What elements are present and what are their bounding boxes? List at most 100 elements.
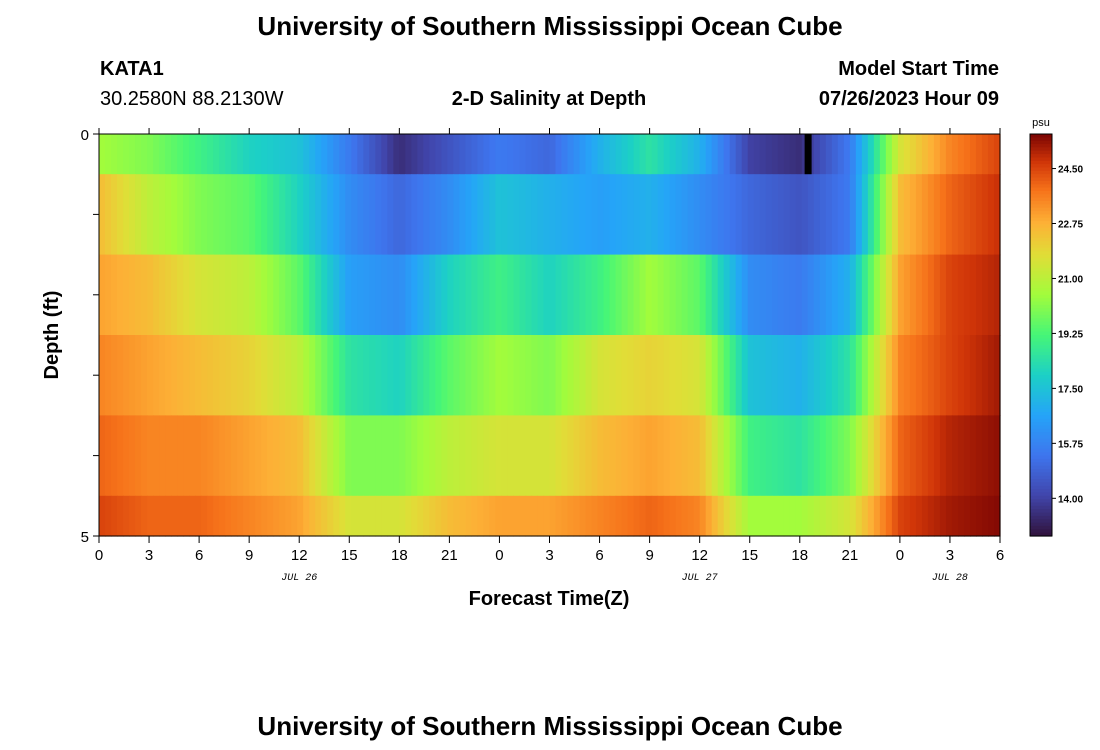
- heatmap-cell: [597, 415, 605, 497]
- heatmap-cell: [495, 415, 503, 497]
- colorbar-segment: [1030, 174, 1052, 179]
- heatmap-cell: [831, 174, 839, 256]
- x-tick-label: 6: [996, 547, 1004, 564]
- colorbar-segment: [1030, 137, 1052, 142]
- heatmap-cell: [327, 174, 334, 256]
- heatmap-cell: [705, 134, 713, 175]
- heatmap-cell: [753, 495, 761, 537]
- heatmap-cell: [309, 174, 316, 256]
- heatmap-cell: [615, 254, 623, 336]
- heatmap-cell: [843, 415, 851, 497]
- heatmap-cell: [933, 415, 941, 497]
- heatmap-cell: [297, 134, 304, 175]
- heatmap-cell: [585, 174, 593, 256]
- heatmap-cell: [315, 335, 322, 416]
- heatmap-cell: [513, 335, 521, 416]
- colorbar-segment: [1030, 311, 1052, 316]
- heatmap-cell: [321, 254, 328, 336]
- heatmap-cell: [279, 415, 286, 497]
- heatmap-cell: [975, 254, 983, 336]
- heatmap-cell: [897, 495, 905, 537]
- heatmap-cell: [519, 415, 527, 497]
- heatmap-cell: [99, 174, 106, 256]
- heatmap-cell: [855, 174, 863, 256]
- heatmap-cell: [405, 174, 412, 256]
- heatmap-cell: [669, 174, 677, 256]
- heatmap-cell: [549, 174, 557, 256]
- heatmap-cell: [291, 495, 298, 537]
- heatmap-cell: [609, 134, 617, 175]
- heatmap-cell: [519, 254, 527, 336]
- heatmap-cell: [267, 495, 274, 537]
- colorbar-segment: [1030, 247, 1052, 252]
- heatmap-cell: [693, 134, 701, 175]
- heatmap-cell: [675, 335, 683, 416]
- heatmap-cell: [915, 495, 923, 537]
- heatmap-cell: [621, 134, 629, 175]
- heatmap-cell: [981, 254, 989, 336]
- colorbar-segment: [1030, 505, 1052, 510]
- colorbar-segment: [1030, 227, 1052, 232]
- heatmap-cell: [351, 335, 358, 416]
- heatmap-cell: [135, 254, 142, 336]
- heatmap-cell: [321, 134, 328, 175]
- heatmap-cell: [453, 174, 460, 256]
- heatmap-cell: [507, 335, 515, 416]
- y-tick-label: 0: [81, 127, 89, 144]
- heatmap-cell: [255, 335, 262, 416]
- heatmap-cell: [645, 174, 653, 256]
- heatmap-cell: [357, 415, 364, 497]
- heatmap-cell: [639, 254, 647, 336]
- heatmap-cell: [993, 174, 1001, 256]
- heatmap-cell: [591, 495, 599, 537]
- heatmap-cell: [555, 254, 563, 336]
- heatmap-cell: [951, 254, 959, 336]
- heatmap-cell: [501, 495, 509, 537]
- heatmap-cell: [645, 415, 653, 497]
- heatmap-cell: [921, 415, 929, 497]
- colorbar-segment: [1030, 428, 1052, 433]
- heatmap-cell: [255, 134, 262, 175]
- heatmap-cell: [207, 134, 214, 175]
- heatmap-cell: [309, 415, 316, 497]
- heatmap-cell: [165, 134, 172, 175]
- heatmap-cell: [405, 495, 412, 537]
- heatmap-cell: [843, 254, 851, 336]
- heatmap-cell: [807, 495, 815, 537]
- heatmap-cell: [891, 335, 899, 416]
- heatmap-cell: [801, 415, 809, 497]
- heatmap-cell: [729, 495, 737, 537]
- date-label: JUL 26: [281, 573, 317, 584]
- heatmap-cell: [393, 134, 400, 175]
- heatmap-cell: [657, 174, 665, 256]
- heatmap-cell: [633, 254, 641, 336]
- heatmap-cell: [339, 134, 346, 175]
- heatmap-cell: [285, 335, 292, 416]
- heatmap-cell: [741, 415, 749, 497]
- heatmap-cell: [495, 254, 503, 336]
- colorbar-segment: [1030, 180, 1052, 185]
- heatmap-cell: [573, 495, 581, 537]
- heatmap-cell: [681, 415, 689, 497]
- heatmap-cell: [369, 254, 376, 336]
- heatmap-cell: [591, 415, 599, 497]
- heatmap-cell: [243, 174, 250, 256]
- date-label: JUL 28: [932, 573, 968, 584]
- heatmap-cell: [549, 134, 557, 175]
- heatmap-cell: [585, 254, 593, 336]
- colorbar-segment: [1030, 257, 1052, 262]
- heatmap-cell: [531, 495, 539, 537]
- heatmap-cell: [609, 174, 617, 256]
- heatmap-cell: [159, 134, 166, 175]
- heatmap-cell: [741, 174, 749, 256]
- heatmap-cell: [879, 134, 887, 175]
- colorbar-segment: [1030, 529, 1052, 534]
- heatmap-cell: [993, 415, 1001, 497]
- heatmap-cell: [357, 174, 364, 256]
- x-tick-label: 0: [495, 547, 503, 564]
- heatmap-cell: [441, 134, 448, 175]
- heatmap-cell: [567, 335, 575, 416]
- heatmap-cell: [483, 495, 491, 537]
- heatmap-cell: [939, 174, 947, 256]
- heatmap-cell: [771, 335, 779, 416]
